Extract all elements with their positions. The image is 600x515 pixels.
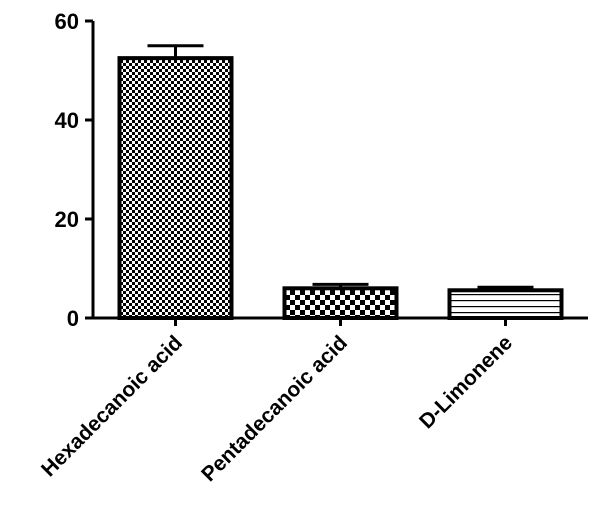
bars: [117, 44, 564, 320]
bar-pentadecanoic-acid: [282, 286, 399, 320]
bar-hexadecanoic-acid: [117, 56, 234, 320]
x-axis-ticks: Hexadecanoic acid Pentadecanoic acid D-Lim…: [37, 318, 517, 486]
bar-d-limonene: [447, 288, 564, 320]
y-tick-label: 20: [55, 207, 79, 232]
y-tick-label: 0: [67, 306, 79, 331]
x-tick-label: Pentadecanoic acid: [197, 331, 352, 486]
y-tick-label: 40: [55, 108, 79, 133]
x-tick-label: D-Limonene: [415, 331, 517, 433]
x-tick-label: Hexadecanoic acid: [37, 331, 187, 481]
y-axis-ticks: 0 20 40 60: [55, 9, 93, 331]
y-tick-label: 60: [55, 9, 79, 34]
